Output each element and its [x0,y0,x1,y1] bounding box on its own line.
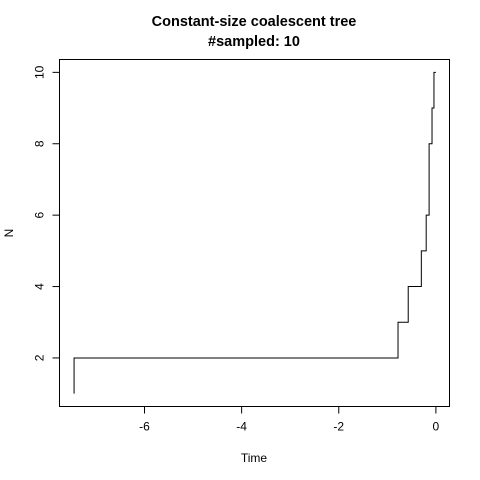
x-tick-label: -6 [139,420,150,434]
y-tick-label: 6 [33,211,47,218]
y-tick-label: 8 [33,140,47,147]
y-tick-label: 10 [33,65,47,79]
y-axis-label: N [2,229,16,238]
plot-frame [59,59,450,407]
x-tick-label: -4 [236,420,247,434]
y-tick-label: 2 [33,354,47,361]
series-line [73,71,436,394]
x-tick-label: 0 [433,420,440,434]
x-axis: -6 -4 -2 0 [139,406,440,434]
y-axis: 2 4 6 8 10 [33,65,60,361]
x-axis-label: Time [241,451,268,465]
y-tick-label: 4 [33,283,47,290]
series-group [73,71,436,394]
x-tick-label: -2 [333,420,344,434]
chart-title: Constant-size coalescent tree [152,14,357,30]
chart-subtitle: #sampled: 10 [208,34,300,50]
